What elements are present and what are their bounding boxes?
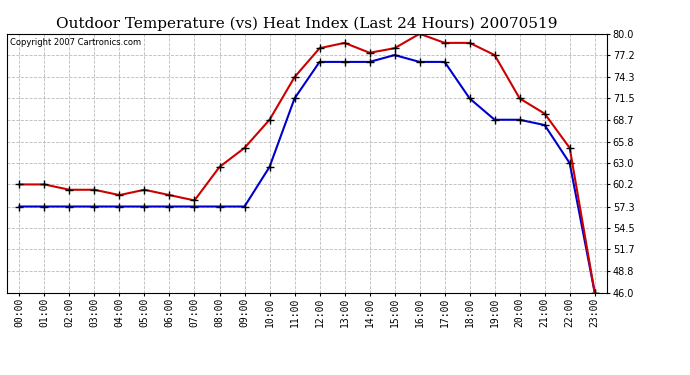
Title: Outdoor Temperature (vs) Heat Index (Last 24 Hours) 20070519: Outdoor Temperature (vs) Heat Index (Las…	[57, 17, 558, 31]
Text: Copyright 2007 Cartronics.com: Copyright 2007 Cartronics.com	[10, 38, 141, 46]
